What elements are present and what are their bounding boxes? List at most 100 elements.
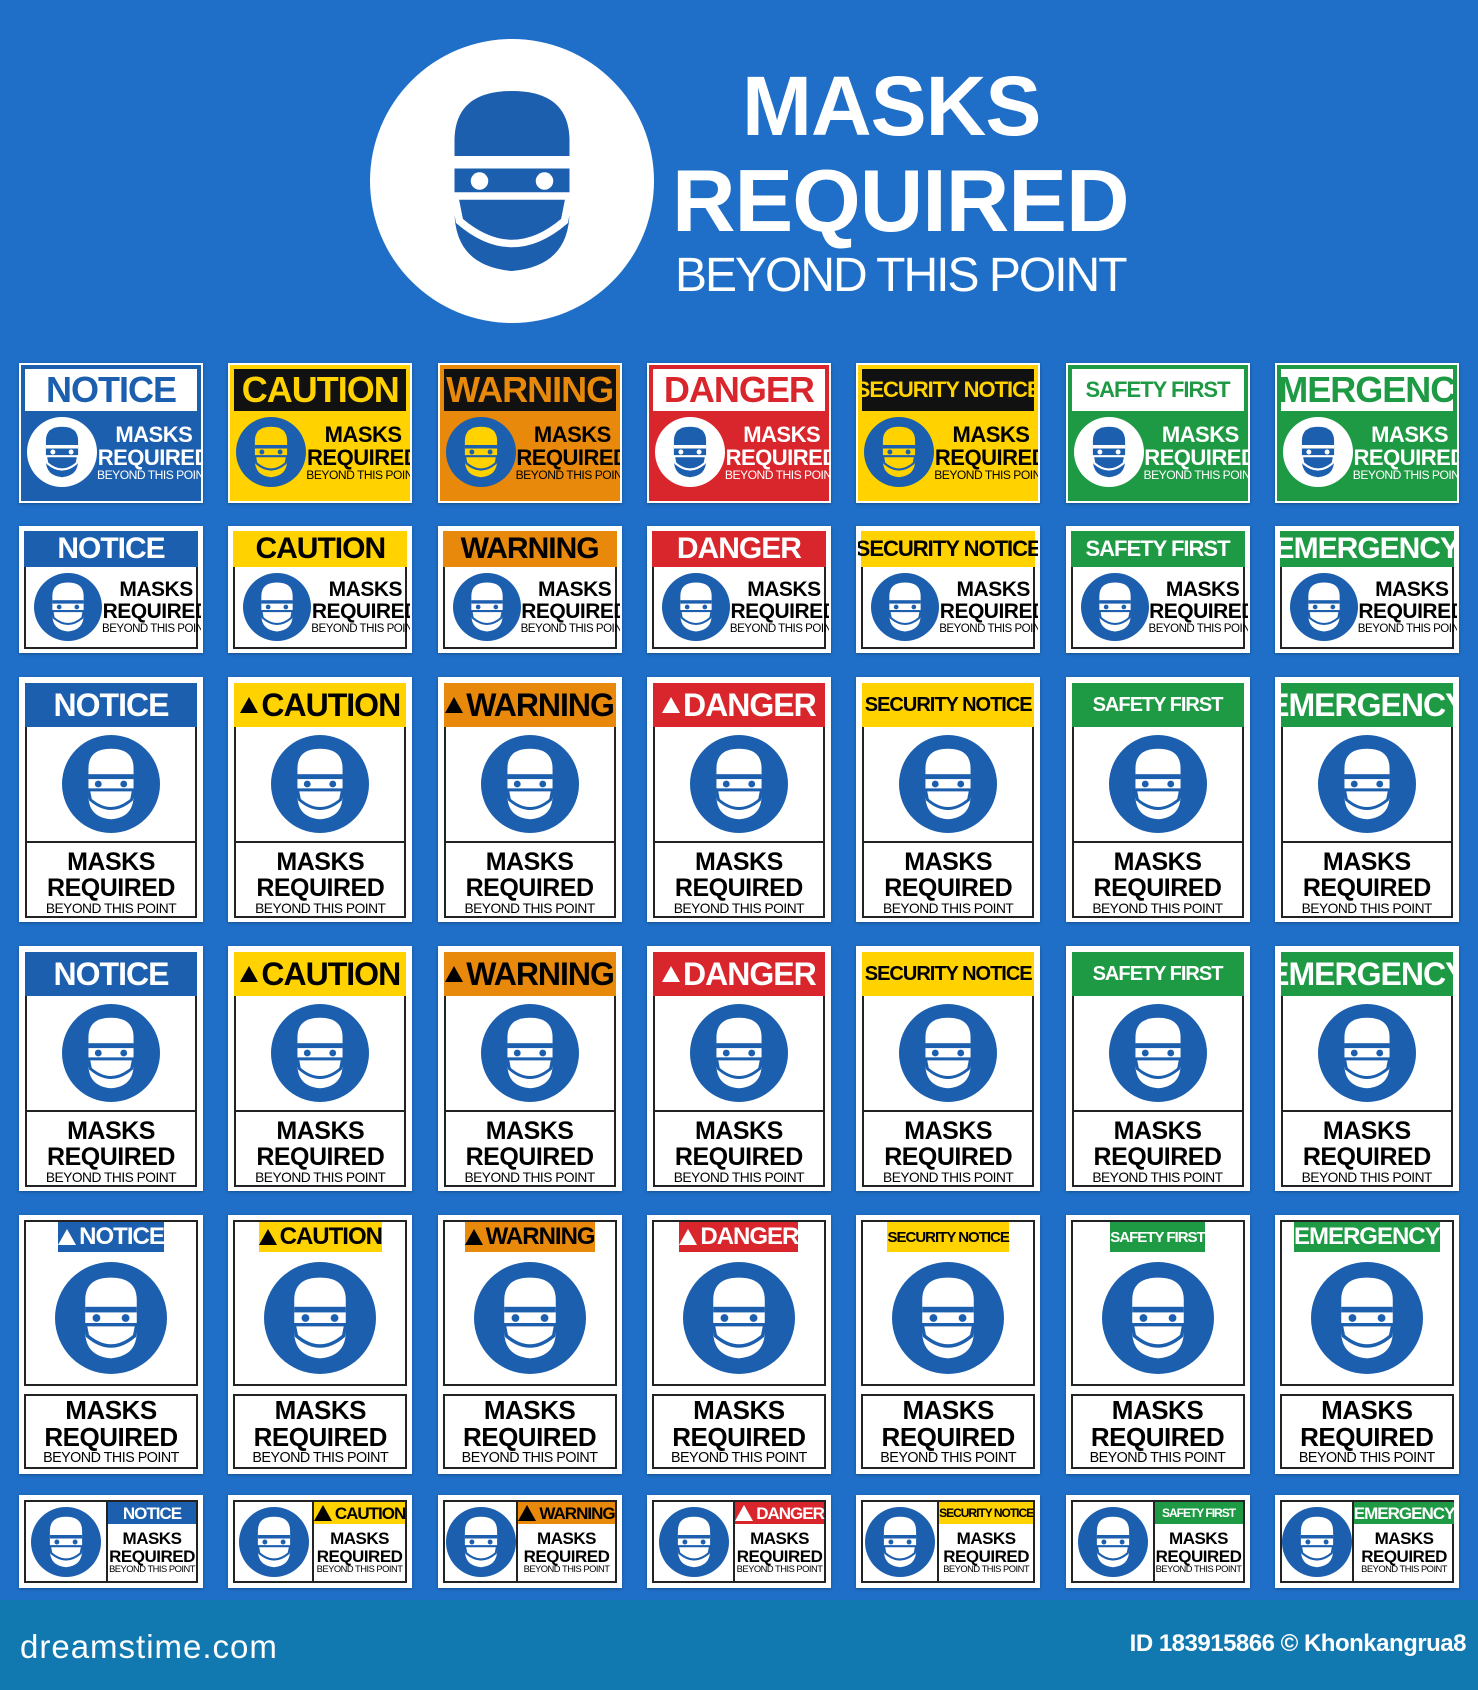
sign-warning: WARNING MASKS REQUIRED BEYOND THIS POINT [437, 1215, 622, 1474]
sign-caution: CAUTION MASKS REQUIRED BEYOND THIS POINT [228, 946, 413, 1191]
sign-masks-text: MASKS [276, 848, 365, 876]
sign-header: CAUTION [234, 952, 407, 996]
sign-beyond-text: BEYOND THIS POINT [883, 1169, 1014, 1185]
sign-masks-text: MASKS [119, 577, 193, 601]
sign-beyond-text: BEYOND THIS POINT [1357, 622, 1459, 635]
sign-required-text: REQUIRED [465, 1143, 594, 1172]
face-mask-icon [1282, 417, 1353, 487]
sign-beyond-text: BEYOND THIS POINT [1352, 467, 1459, 482]
sign-beyond-text: BEYOND THIS POINT [724, 467, 831, 482]
sign-masks-text: MASKS [537, 1528, 596, 1548]
sign-masks-text: MASKS [115, 421, 193, 447]
warning-triangle-icon [735, 1505, 754, 1521]
sign-required-text: REQUIRED [1302, 1143, 1431, 1172]
sign-header: SAFETY FIRST [1070, 531, 1245, 567]
sign-beyond-text: BEYOND THIS POINT [1092, 900, 1223, 916]
face-mask-icon [1317, 735, 1416, 833]
warning-triangle-icon [58, 1229, 77, 1245]
sign-masks-text: MASKS [1113, 1117, 1202, 1145]
sign-required-text: REQUIRED [1361, 1546, 1447, 1566]
sign-emergency: EMERGENCY MASKS REQUIRED BEYOND THIS POI… [1274, 677, 1459, 922]
sign-beyond-text: BEYOND THIS POINT [1092, 1169, 1223, 1185]
sign-safety: SAFETY FIRST MASKS REQUIRED BEYOND THIS … [1065, 526, 1250, 653]
face-mask-icon [899, 1004, 998, 1102]
face-mask-icon [865, 1506, 936, 1577]
sign-header: EMERGENCY [1277, 952, 1457, 996]
sign-header: DANGER [652, 683, 825, 727]
sign-required-text: REQUIRED [884, 874, 1013, 903]
sign-notice: NOTICE MASKS REQUIRED BEYOND THIS POINT [19, 677, 203, 922]
sign-header: DANGER [652, 952, 825, 996]
sign-header-label: SECURITY NOTICE [864, 694, 1033, 716]
sign-header: DANGER [679, 1222, 799, 1252]
sign-header: SECURITY NOTICE [858, 531, 1038, 567]
sign-header-label: NOTICE [79, 1223, 165, 1250]
sign-masks-text: MASKS [67, 1117, 155, 1145]
face-mask-icon [661, 573, 730, 641]
sign-header: EMERGENCY [1277, 369, 1457, 411]
sign-masks-text: MASKS [1165, 577, 1240, 601]
sign-masks-text: MASKS [1374, 1528, 1434, 1548]
sign-header: WARNING [443, 369, 616, 411]
face-mask-icon [1077, 1506, 1148, 1577]
sign-required-text: REQUIRED [465, 874, 594, 903]
warning-triangle-icon [464, 1229, 483, 1245]
sign-warning: WARNING MASKS REQUIRED BEYOND THIS POINT [437, 526, 622, 653]
face-mask-icon [1108, 1004, 1207, 1102]
sign-masks-text: MASKS [330, 1528, 390, 1548]
face-mask-icon [264, 1262, 377, 1374]
sign-masks-text: MASKS [747, 577, 821, 601]
sign-beyond-text: BEYOND THIS POINT [306, 467, 413, 482]
sign-beyond-text: BEYOND THIS POINT [1298, 1450, 1435, 1467]
sign-header: NOTICE [108, 1502, 196, 1524]
sign-safety: SAFETY FIRST MASKS REQUIRED BEYOND THIS … [1065, 363, 1250, 503]
sign-notice: NOTICE MASKS REQUIRED BEYOND THIS POINT [19, 946, 203, 1191]
sign-danger: DANGER MASKS REQUIRED BEYOND THIS POINT [646, 526, 831, 653]
image-credit: ID 183915866 © Khonkangrua8 [1129, 1630, 1467, 1657]
sign-required-text: REQUIRED [47, 1143, 175, 1172]
sign-header-label: EMERGENCY [1274, 956, 1459, 992]
brand-logo[interactable]: dreamstime.com [20, 1628, 278, 1665]
sign-safety: SAFETY FIRST MASKS REQUIRED BEYOND THIS … [1065, 946, 1250, 1191]
face-mask-icon [1317, 1004, 1416, 1102]
sign-masks-text: MASKS [67, 848, 155, 876]
sign-header: EMERGENCY [1277, 531, 1457, 567]
sign-caution: CAUTION MASKS REQUIRED BEYOND THIS POINT [228, 363, 413, 503]
sign-beyond-text: BEYOND THIS POINT [1301, 1169, 1433, 1185]
sign-header: NOTICE [58, 1222, 165, 1252]
sign-required-text: REQUIRED [934, 444, 1041, 470]
sign-emergency: EMERGENCY MASKS REQUIRED BEYOND THIS POI… [1274, 526, 1459, 653]
face-mask-icon [445, 1506, 516, 1577]
sign-notice: NOTICE MASKS REQUIRED BEYOND THIS POINT [19, 1495, 203, 1588]
sign-caution: CAUTION MASKS REQUIRED BEYOND THIS POINT [228, 677, 413, 922]
sign-masks-text: MASKS [1375, 577, 1449, 601]
face-mask-icon [1108, 735, 1207, 833]
sign-masks-text: MASKS [1322, 848, 1411, 876]
sign-required-text: REQUIRED [1353, 444, 1459, 470]
sign-header: SECURITY NOTICE [939, 1502, 1034, 1524]
sign-beyond-text: BEYOND THIS POINT [673, 1169, 805, 1185]
hero-title-masks: MASKS [742, 59, 1041, 153]
sign-masks-text: MASKS [902, 1394, 994, 1425]
sign-header: DANGER [652, 369, 825, 411]
sign-required-text: REQUIRED [109, 1546, 195, 1566]
sign-required-text: REQUIRED [256, 1143, 385, 1172]
sign-masks-text: MASKS [1161, 421, 1239, 447]
sign-security: SECURITY NOTICE MASKS REQUIRED BEYOND TH… [856, 1495, 1041, 1588]
sign-required-text: REQUIRED [884, 1143, 1013, 1172]
face-mask-icon [34, 573, 102, 641]
face-mask-icon [236, 417, 307, 487]
sign-masks-text: MASKS [693, 1394, 785, 1425]
sign-required-text: REQUIRED [521, 599, 622, 623]
sign-header: SECURITY NOTICE [862, 952, 1035, 996]
sign-header: CAUTION [234, 369, 407, 411]
sign-header: DANGER [651, 531, 826, 567]
face-mask-icon [871, 573, 940, 641]
sign-security: SECURITY NOTICE MASKS REQUIRED BEYOND TH… [856, 526, 1041, 653]
sign-header-label: CAUTION [279, 1223, 383, 1250]
sign-header-label: DANGER [676, 532, 802, 565]
sign-beyond-text: BEYOND THIS POINT [45, 1169, 177, 1185]
face-mask-icon [452, 573, 521, 641]
sign-required-text: REQUIRED [1093, 874, 1222, 903]
sign-beyond-text: BEYOND THIS POINT [1089, 1450, 1226, 1467]
